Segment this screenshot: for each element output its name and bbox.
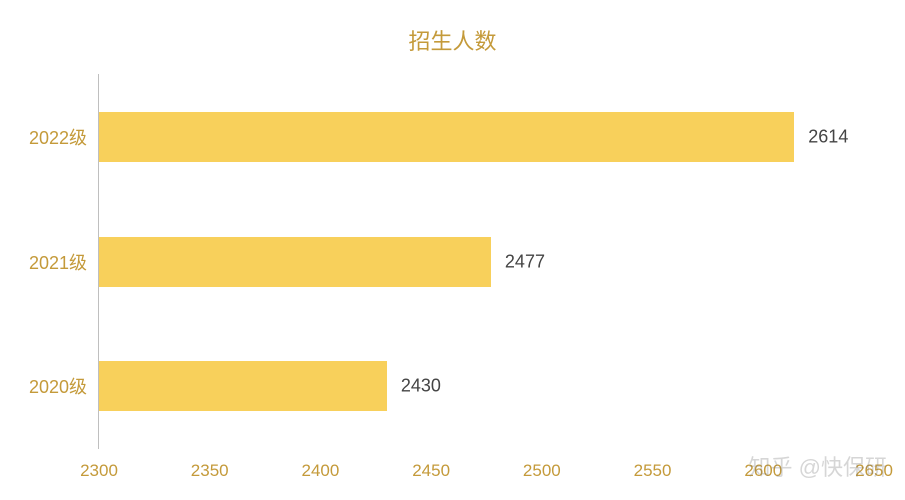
- x-tick-label: 2550: [634, 449, 672, 481]
- bar: 2430: [99, 361, 387, 411]
- y-category-label: 2020级: [29, 373, 99, 399]
- x-tick-label: 2450: [412, 449, 450, 481]
- chart-title: 招生人数: [0, 24, 905, 56]
- x-tick-label: 2300: [80, 449, 118, 481]
- enrollment-bar-chart: 招生人数 2022级26142021级24772020级243023002350…: [0, 0, 905, 500]
- x-tick-label: 2500: [523, 449, 561, 481]
- y-category-label: 2021级: [29, 249, 99, 275]
- bar: 2477: [99, 237, 491, 287]
- bar-value-label: 2430: [387, 376, 441, 397]
- x-tick-label: 2600: [744, 449, 782, 481]
- bar-value-label: 2614: [794, 127, 848, 148]
- x-tick-label: 2650: [855, 449, 893, 481]
- bar-value-label: 2477: [491, 251, 545, 272]
- x-tick-label: 2400: [302, 449, 340, 481]
- bar: 2614: [99, 112, 794, 162]
- plot-area: 2022级26142021级24772020级24302300235024002…: [98, 74, 873, 449]
- y-category-label: 2022级: [29, 124, 99, 150]
- x-tick-label: 2350: [191, 449, 229, 481]
